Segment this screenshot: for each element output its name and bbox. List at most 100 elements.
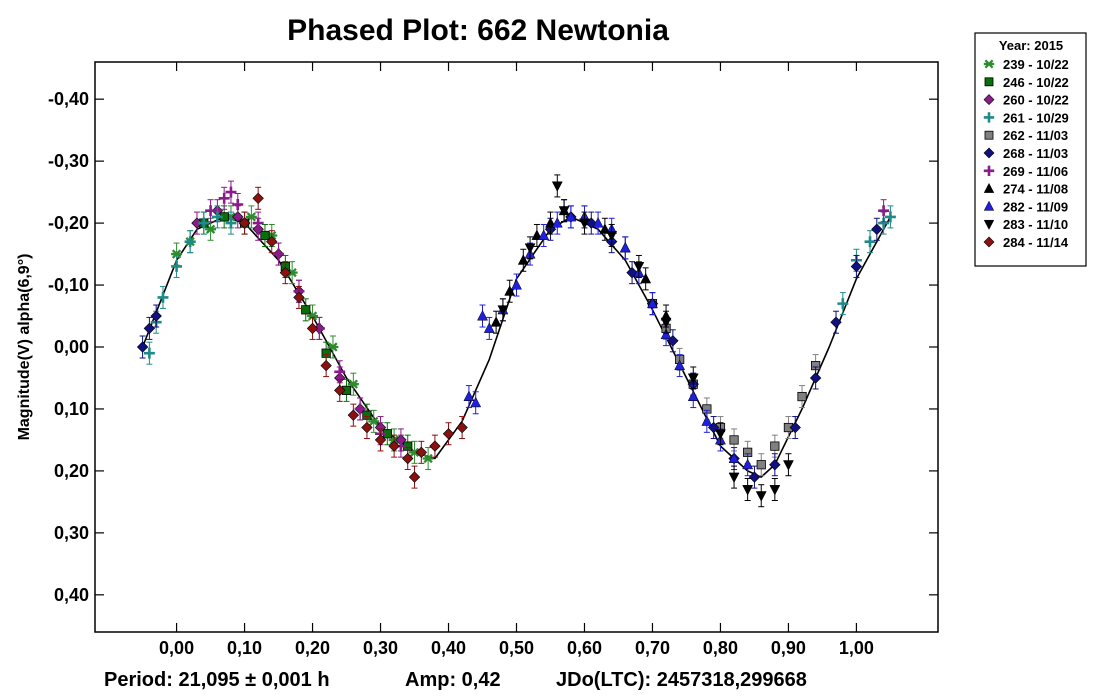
data-point	[463, 390, 475, 402]
data-point	[660, 317, 672, 329]
data-point	[565, 210, 577, 222]
data-point	[415, 446, 427, 459]
x-tick-label: 0,00	[159, 638, 194, 658]
legend-entry-label: 269 - 11/06	[1003, 164, 1068, 179]
legend-entry-label: 262 - 11/03	[1003, 128, 1068, 143]
data-point	[524, 243, 536, 254]
data-point	[551, 217, 563, 228]
period-text: Period: 21,095 ± 0,001 h	[104, 669, 330, 691]
data-point	[728, 452, 740, 463]
data-point	[770, 441, 780, 451]
data-point	[198, 217, 210, 229]
data-point	[660, 328, 672, 340]
jdo-text: JDo(LTC): 2457318,299668	[556, 669, 807, 691]
series-239-10-22	[171, 205, 434, 471]
x-tick-label: 0,20	[295, 638, 330, 658]
data-point	[354, 403, 366, 415]
data-point	[647, 297, 658, 309]
data-point	[850, 260, 863, 273]
legend-marker	[983, 182, 995, 193]
data-point	[442, 428, 455, 440]
y-tick-label: 0,40	[54, 585, 89, 605]
data-point	[171, 249, 183, 259]
legend-marker	[983, 59, 995, 69]
data-point	[225, 186, 237, 198]
data-point	[184, 236, 196, 248]
legend-marker	[983, 147, 995, 159]
x-tick-label: 0,50	[499, 638, 534, 658]
data-point	[334, 366, 346, 378]
x-tick-label: 0,70	[635, 638, 670, 658]
legend-marker	[983, 200, 995, 211]
legend-entry-label: 282 - 11/09	[1003, 199, 1068, 214]
legend-marker	[984, 77, 994, 87]
data-point	[232, 199, 244, 210]
data-point	[797, 391, 807, 402]
data-point	[143, 322, 156, 335]
y-axis-label: Magnitude(V) alpha(6,9°)	[16, 254, 33, 441]
data-point	[490, 316, 502, 327]
legend-entry-label: 274 - 11/08	[1003, 182, 1068, 197]
data-point	[266, 235, 278, 248]
data-point	[374, 434, 387, 446]
data-point	[674, 359, 686, 371]
data-point	[579, 218, 590, 230]
data-point	[782, 460, 794, 471]
data-point	[456, 421, 468, 434]
legend-marker	[983, 112, 995, 123]
data-point	[558, 206, 570, 217]
data-point	[225, 217, 237, 229]
legend-marker	[983, 165, 995, 176]
data-point	[511, 279, 522, 290]
data-point	[606, 231, 618, 242]
x-tick-label: 0,40	[431, 638, 466, 658]
legend-entry-label: 283 - 11/10	[1003, 217, 1068, 232]
data-point	[260, 230, 270, 241]
axes-layer: -0,40 -0,30 -0,20 -0,10 0,00 0,10 0,20 0,30 0,40…	[48, 62, 938, 658]
data-point	[714, 429, 726, 440]
data-point	[538, 229, 550, 240]
fit-curve-layer	[141, 216, 892, 478]
legend-entry-label: 246 - 10/22	[1003, 75, 1069, 90]
legend-marker	[983, 219, 995, 230]
data-point	[334, 384, 346, 397]
data-point	[545, 217, 556, 228]
amplitude-text: Amp: 0,42	[405, 669, 501, 691]
data-point	[320, 359, 332, 372]
data-point	[497, 305, 509, 316]
y-tick-label: 0,30	[54, 523, 89, 543]
data-point	[729, 435, 739, 445]
data-point	[191, 217, 203, 229]
series-269-11-06	[205, 180, 890, 458]
data-point	[755, 491, 767, 502]
data-point	[871, 223, 883, 235]
y-tick-label: 0,00	[54, 337, 89, 357]
data-point	[592, 217, 604, 228]
data-point	[864, 236, 876, 248]
x-tick-label: 0,90	[771, 638, 806, 658]
data-point	[301, 305, 311, 315]
legend-box	[974, 32, 1087, 267]
data-point	[687, 373, 699, 384]
data-point	[517, 254, 529, 265]
x-tick-label: 0,10	[227, 638, 262, 658]
x-tick-label: 0,80	[703, 638, 738, 658]
data-point	[171, 260, 183, 272]
legend-header: Year: 2015	[999, 38, 1063, 53]
data-points-layer	[136, 174, 896, 508]
data-point	[748, 471, 761, 483]
data-point	[143, 347, 155, 359]
data-point	[789, 421, 801, 434]
data-point	[742, 458, 754, 470]
data-point	[205, 205, 217, 217]
data-point	[837, 298, 849, 310]
plot-area-frame	[94, 61, 939, 633]
data-point	[769, 485, 781, 496]
data-point	[809, 372, 822, 384]
legend-entry-label: 260 - 10/22	[1003, 93, 1069, 108]
data-point	[878, 205, 890, 217]
data-point	[273, 248, 285, 260]
data-point	[504, 285, 516, 296]
data-point	[218, 192, 230, 204]
data-point	[728, 472, 740, 484]
